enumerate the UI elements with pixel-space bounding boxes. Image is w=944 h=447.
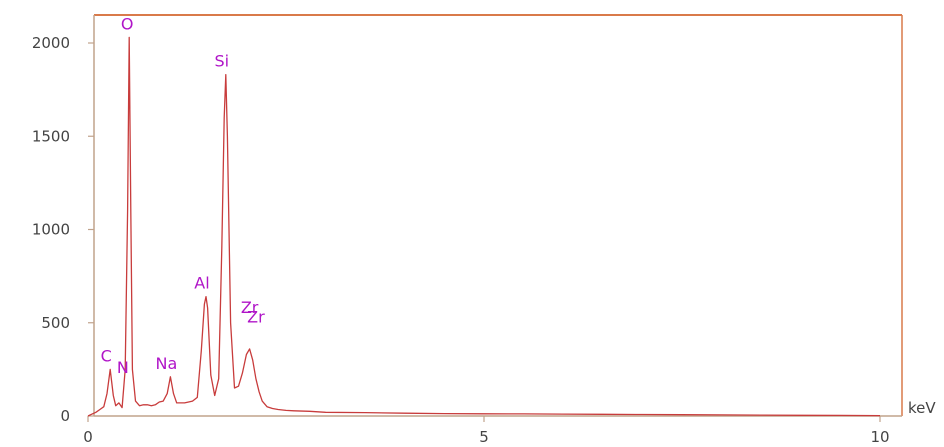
peak-label-na: Na: [156, 354, 178, 373]
peak-label-al: Al: [194, 274, 209, 293]
peak-label-zr: Zr: [241, 298, 259, 317]
x-tick-label: 0: [83, 428, 93, 446]
y-tick-label: 1000: [32, 221, 70, 239]
peak-label-zr: Zr: [247, 308, 265, 327]
peak-label-c: C: [101, 346, 112, 365]
x-tick-label: 10: [870, 428, 889, 446]
y-tick-label: 2000: [32, 34, 70, 52]
y-tick-label: 500: [41, 314, 70, 332]
x-axis-ticks: 0 5 10: [83, 416, 890, 446]
spectrum-line: [87, 36, 881, 417]
peak-label-o: O: [121, 14, 134, 33]
peak-label-n: N: [117, 358, 129, 377]
peak-label-si: Si: [214, 52, 229, 71]
x-axis-unit-label: keV: [908, 399, 936, 417]
y-axis-ticks: 0 500 1000 1500 2000: [32, 34, 94, 425]
y-tick-label: 1500: [32, 127, 70, 145]
x-tick-label: 5: [479, 428, 489, 446]
y-tick-label: 0: [60, 407, 70, 425]
plot-frame: [93, 14, 903, 417]
